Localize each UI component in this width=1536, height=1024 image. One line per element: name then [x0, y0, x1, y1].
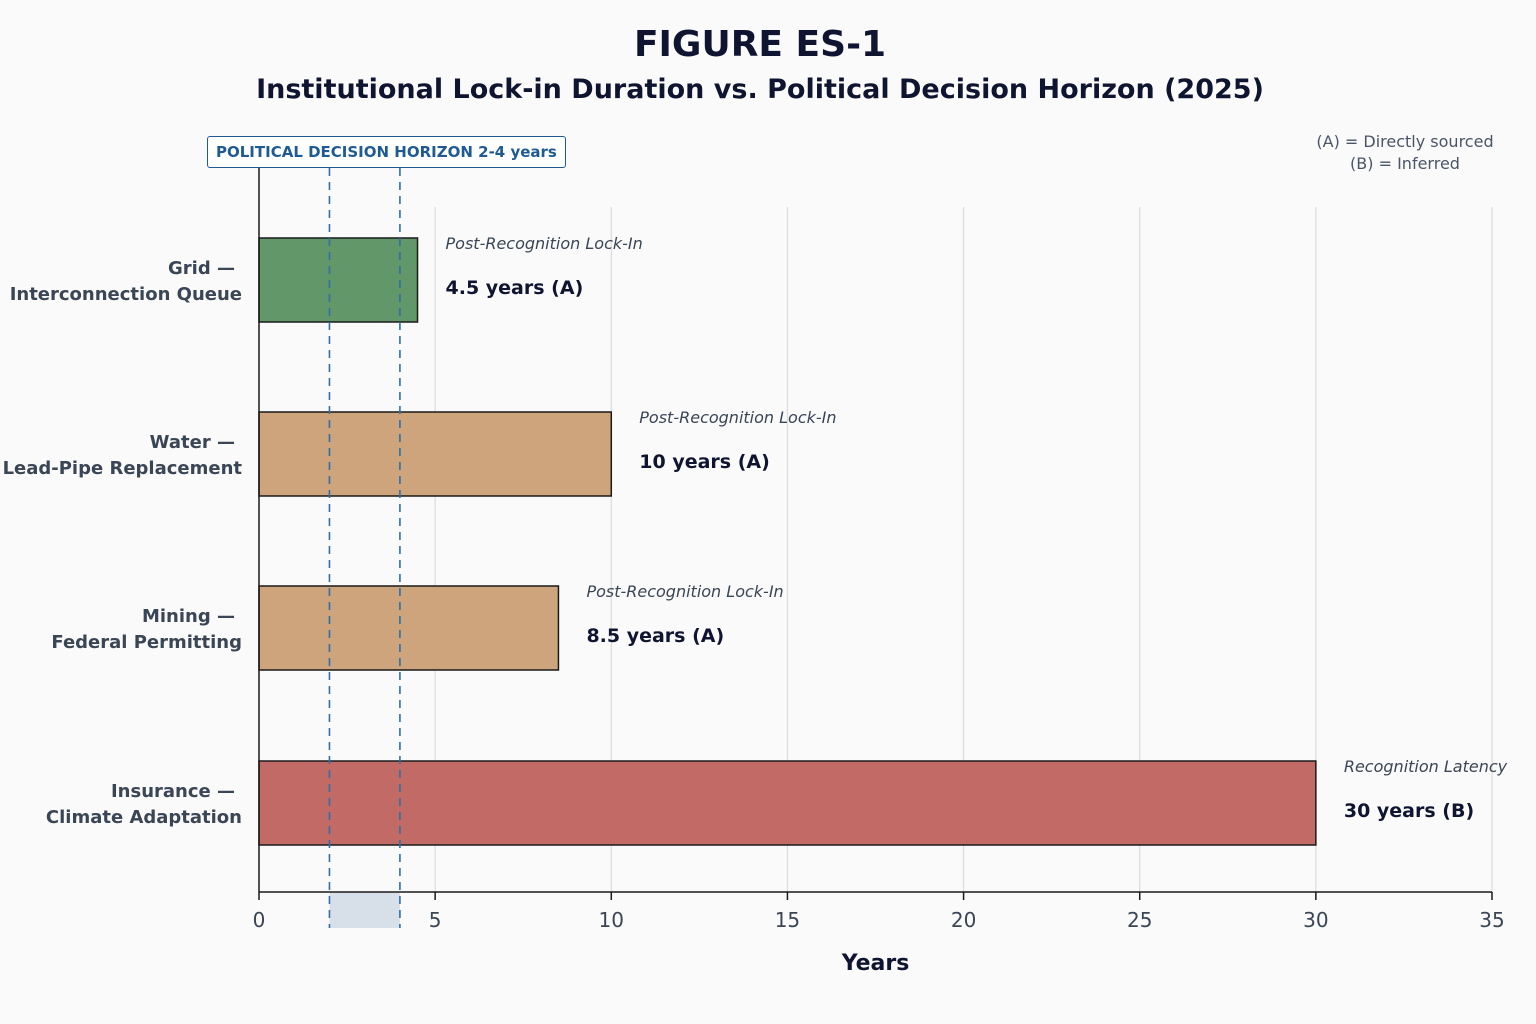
- bar: [258, 760, 1317, 846]
- figure-title: FIGURE ES-1: [633, 24, 887, 65]
- annotation-type: Post-Recognition Lock-In: [639, 408, 836, 427]
- x-tick-label: 0: [253, 908, 266, 932]
- data-label: 30 years (B): [1344, 800, 1474, 822]
- category-label: Insurance —: [111, 781, 235, 802]
- x-tick-label: 25: [1127, 908, 1152, 932]
- category-label: Grid —: [168, 258, 235, 279]
- data-label: 10 years (A): [639, 451, 770, 473]
- category-label: Water —: [150, 432, 235, 453]
- x-axis-title: Years: [841, 951, 910, 976]
- data-label: 8.5 years (A): [586, 625, 724, 647]
- horizon-band: [329, 892, 400, 928]
- source-key: (A) = Directly sourced (B) = Inferred: [1290, 131, 1520, 175]
- figure-subtitle: Institutional Lock-in Duration vs. Polit…: [256, 74, 1264, 105]
- annotation-type: Post-Recognition Lock-In: [446, 234, 643, 253]
- x-tick-label: 35: [1479, 908, 1504, 932]
- source-key-a: (A) = Directly sourced: [1316, 132, 1494, 151]
- bar: [258, 411, 613, 497]
- x-tick-label: 10: [599, 908, 624, 932]
- category-label: Mining —: [142, 606, 235, 627]
- x-tick-label: 30: [1303, 908, 1328, 932]
- category-sublabel: Lead-Pipe Replacement: [3, 458, 243, 479]
- x-tick-label: 5: [429, 908, 442, 932]
- bar: [258, 237, 419, 323]
- category-sublabel: Federal Permitting: [51, 632, 242, 653]
- x-tick-label: 20: [951, 908, 976, 932]
- category-sublabel: Climate Adaptation: [46, 807, 242, 828]
- annotation-type: Recognition Latency: [1344, 757, 1508, 776]
- x-tick-label: 15: [775, 908, 800, 932]
- data-label: 4.5 years (A): [446, 277, 584, 299]
- annotation-type: Post-Recognition Lock-In: [586, 582, 783, 601]
- horizon-label: POLITICAL DECISION HORIZON 2-4 years: [207, 136, 566, 168]
- category-sublabel: Interconnection Queue: [10, 284, 242, 305]
- bar: [258, 585, 560, 671]
- source-key-b: (B) = Inferred: [1350, 154, 1460, 173]
